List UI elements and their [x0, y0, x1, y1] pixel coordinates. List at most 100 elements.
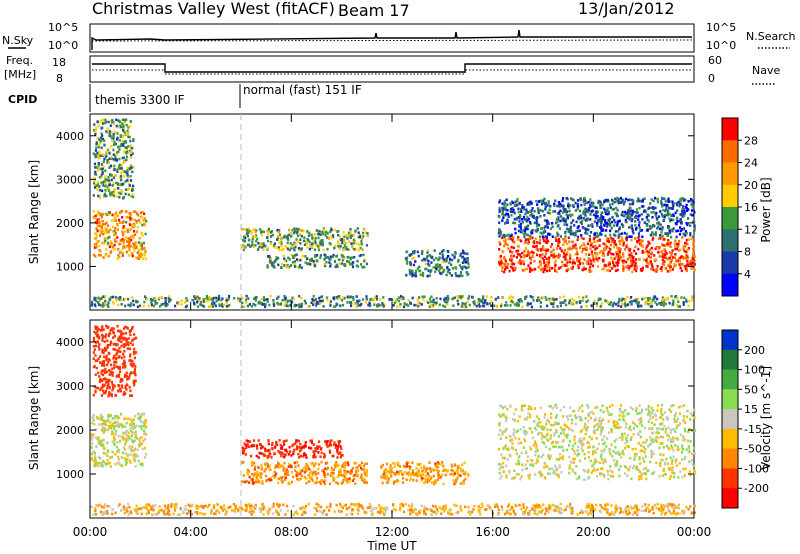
echo-cell	[442, 270, 445, 274]
echo-cell	[118, 365, 122, 369]
echo-cell	[595, 212, 598, 215]
echo-cell	[105, 333, 108, 336]
echo-cell	[579, 221, 582, 224]
echo-cell	[591, 264, 595, 268]
echo-cell	[524, 212, 527, 216]
echo-cell	[668, 212, 671, 216]
echo-cell	[127, 135, 130, 139]
echo-cell	[259, 475, 262, 479]
echo-cell	[661, 258, 664, 262]
echo-cell	[352, 296, 355, 299]
echo-cell	[649, 227, 652, 230]
echo-cell	[113, 168, 116, 171]
echo-cell	[532, 245, 535, 248]
echo-cell	[517, 207, 520, 211]
echo-cell	[109, 124, 112, 127]
echo-cell	[150, 303, 153, 306]
echo-cell	[646, 218, 649, 222]
echo-cell	[639, 242, 642, 245]
echo-cell	[104, 182, 107, 186]
echo-cell	[290, 253, 293, 257]
echo-cell	[523, 249, 526, 253]
echo-cell	[100, 119, 103, 122]
echo-cell	[349, 472, 352, 476]
echo-cell	[554, 263, 557, 267]
echo-cell	[644, 210, 647, 213]
echo-cell	[468, 303, 471, 307]
echo-cell	[293, 448, 296, 452]
echo-cell	[138, 253, 141, 257]
echo-cell	[119, 120, 122, 124]
echo-cell	[670, 207, 673, 210]
echo-cell	[325, 440, 328, 443]
echo-cell	[338, 295, 341, 298]
echo-cell	[681, 215, 684, 218]
echo-cell	[312, 443, 315, 446]
echo-cell	[321, 240, 324, 244]
echo-cell	[611, 216, 614, 219]
echo-cell	[352, 261, 355, 264]
echo-cell	[127, 193, 130, 197]
echo-cell	[126, 374, 129, 378]
echo-cell	[285, 439, 288, 442]
echo-cell	[103, 340, 106, 343]
echo-cell	[432, 298, 435, 302]
echo-cell	[113, 441, 116, 445]
echo-cell	[445, 259, 448, 263]
echo-cell	[452, 474, 455, 477]
echo-cell	[544, 296, 547, 299]
echo-cell	[535, 247, 538, 251]
echo-cell	[616, 251, 619, 254]
echo-cell	[580, 214, 583, 217]
echo-cell	[593, 240, 596, 244]
echo-cell	[242, 450, 245, 453]
echo-cell	[506, 209, 509, 212]
echo-cell	[622, 261, 625, 265]
echo-cell	[106, 304, 109, 307]
echo-cell	[113, 219, 116, 222]
echo-cell	[659, 223, 662, 227]
echo-cell	[572, 205, 575, 209]
echo-cell	[563, 299, 566, 303]
echo-cell	[596, 224, 599, 227]
echo-cell	[691, 251, 694, 254]
echo-cell	[638, 304, 641, 308]
echo-cell	[112, 122, 115, 126]
echo-cell	[644, 302, 647, 306]
echo-cell	[104, 118, 107, 122]
echo-cell	[531, 206, 534, 210]
echo-cell	[101, 348, 104, 352]
echo-cell	[520, 210, 523, 213]
echo-cell	[668, 217, 671, 220]
echo-cell	[123, 150, 126, 154]
echo-cell	[324, 264, 327, 268]
echo-cell	[95, 331, 98, 335]
echo-cell	[113, 421, 116, 424]
echo-cell	[557, 211, 561, 214]
echo-cell	[327, 444, 330, 448]
echo-cell	[241, 301, 244, 305]
echo-cell	[688, 199, 691, 203]
echo-cell	[646, 261, 649, 265]
echo-cell	[576, 207, 579, 211]
echo-cell	[99, 355, 102, 358]
echo-cell	[111, 213, 114, 217]
echo-cell	[446, 469, 449, 472]
echo-cell	[105, 428, 108, 431]
echo-cell	[670, 218, 673, 222]
echo-cell	[597, 199, 600, 203]
echo-cell	[436, 263, 439, 266]
echo-cell	[577, 266, 580, 269]
echo-cell	[510, 213, 513, 217]
echo-cell	[143, 300, 146, 304]
echo-cell	[124, 180, 127, 183]
echo-cell	[652, 207, 655, 211]
echo-cell	[461, 295, 464, 298]
echo-cell	[123, 355, 126, 359]
echo-cell	[118, 336, 121, 339]
echo-cell	[513, 204, 517, 207]
echo-cell	[690, 237, 693, 241]
echo-cell	[297, 473, 300, 476]
echo-cell	[94, 389, 97, 393]
echo-cell	[511, 300, 514, 304]
